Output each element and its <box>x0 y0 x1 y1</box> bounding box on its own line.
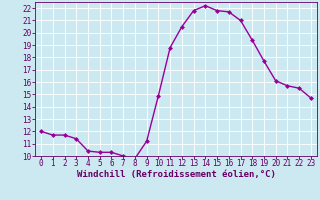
X-axis label: Windchill (Refroidissement éolien,°C): Windchill (Refroidissement éolien,°C) <box>76 170 276 179</box>
